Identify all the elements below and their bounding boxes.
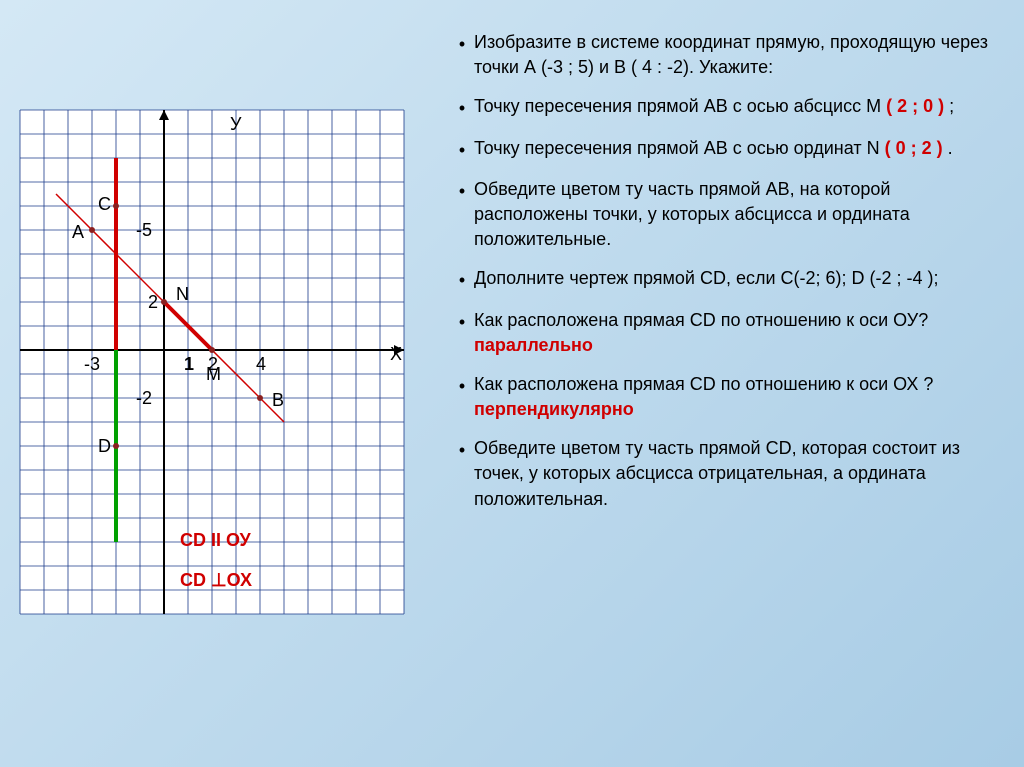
bullet-dot-icon: • xyxy=(450,177,474,253)
tick-label: -3 xyxy=(84,354,100,374)
tick-label: 1 xyxy=(184,354,194,374)
point-d xyxy=(113,443,119,449)
bullet-after-text: ; xyxy=(944,96,954,116)
point-label-m: M xyxy=(206,364,221,384)
bullet-text: Точку пересечения прямой АВ с осью ордин… xyxy=(474,136,994,163)
bullet-item: •Обведите цветом ту часть прямой СD, кот… xyxy=(450,436,994,512)
bullet-dot-icon: • xyxy=(450,372,474,422)
bullet-item: •Дополните чертеж прямой СD, если С(-2; … xyxy=(450,266,994,293)
point-a xyxy=(89,227,95,233)
bullet-main-text: Точку пересечения прямой АВ с осью абсци… xyxy=(474,96,886,116)
tick-label: 4 xyxy=(256,354,266,374)
tick-label: -2 xyxy=(136,388,152,408)
bullet-main-text: Точку пересечения прямой АВ с осью ордин… xyxy=(474,138,885,158)
bullet-answer: перпендикулярно xyxy=(474,399,634,419)
bullet-dot-icon: • xyxy=(450,30,474,80)
bullet-dot-icon: • xyxy=(450,308,474,358)
text-area: •Изобразите в системе координат прямую, … xyxy=(440,0,1024,767)
point-n xyxy=(161,299,167,305)
graph-annotation: СD II ОУ xyxy=(180,530,251,551)
bullet-after-text: . xyxy=(943,138,953,158)
bullet-dot-icon: • xyxy=(450,266,474,293)
point-b xyxy=(257,395,263,401)
bullet-dot-icon: • xyxy=(450,94,474,121)
bullet-text: Обведите цветом ту часть прямой АВ, на к… xyxy=(474,177,994,253)
bullet-answer: ( 2 ; 0 ) xyxy=(886,96,944,116)
tick-label: 2 xyxy=(148,292,158,312)
bullet-answer: ( 0 ; 2 ) xyxy=(885,138,943,158)
y-axis-label: У xyxy=(230,114,242,134)
bullet-main-text: Обведите цветом ту часть прямой СD, кото… xyxy=(474,438,960,508)
slide-content: ХУ-52124-3-2АВСDNM СD II ОУСD ⊥ОХ •Изобр… xyxy=(0,0,1024,767)
bullet-item: •Изобразите в системе координат прямую, … xyxy=(450,30,994,80)
bullet-dot-icon: • xyxy=(450,136,474,163)
bullet-text: Изобразите в системе координат прямую, п… xyxy=(474,30,994,80)
point-label-d: D xyxy=(98,436,111,456)
point-label-a: А xyxy=(72,222,84,242)
bullet-text: Обведите цветом ту часть прямой СD, кото… xyxy=(474,436,994,512)
point-label-c: С xyxy=(98,194,111,214)
bullet-main-text: Как расположена прямая СD по отношению к… xyxy=(474,374,933,394)
bullet-item: •Как расположена прямая СD по отношению … xyxy=(450,372,994,422)
graph-annotation: СD ⊥ОХ xyxy=(180,570,252,591)
point-label-n: N xyxy=(176,284,189,304)
bullet-main-text: Обведите цветом ту часть прямой АВ, на к… xyxy=(474,179,910,249)
point-c xyxy=(113,203,119,209)
bullet-main-text: Дополните чертеж прямой СD, если С(-2; 6… xyxy=(474,268,939,288)
bullet-item: •Обведите цветом ту часть прямой АВ, на … xyxy=(450,177,994,253)
bullet-dot-icon: • xyxy=(450,436,474,512)
graph-area: ХУ-52124-3-2АВСDNM СD II ОУСD ⊥ОХ xyxy=(0,0,440,767)
bullet-text: Как расположена прямая СD по отношению к… xyxy=(474,372,994,422)
tick-label: -5 xyxy=(136,220,152,240)
bullet-text: Дополните чертеж прямой СD, если С(-2; 6… xyxy=(474,266,994,293)
bullet-main-text: Изобразите в системе координат прямую, п… xyxy=(474,32,988,77)
bullet-main-text: Как расположена прямая СD по отношению к… xyxy=(474,310,928,330)
bullet-answer: параллельно xyxy=(474,335,593,355)
point-label-b: В xyxy=(272,390,284,410)
bullet-item: •Точку пересечения прямой АВ с осью абсц… xyxy=(450,94,994,121)
bullet-item: •Как расположена прямая СD по отношению … xyxy=(450,308,994,358)
bullet-item: •Точку пересечения прямой АВ с осью орди… xyxy=(450,136,994,163)
point-m xyxy=(209,347,215,353)
bullet-text: Как расположена прямая СD по отношению к… xyxy=(474,308,994,358)
x-axis-label: Х xyxy=(390,344,402,364)
bullet-text: Точку пересечения прямой АВ с осью абсци… xyxy=(474,94,994,121)
